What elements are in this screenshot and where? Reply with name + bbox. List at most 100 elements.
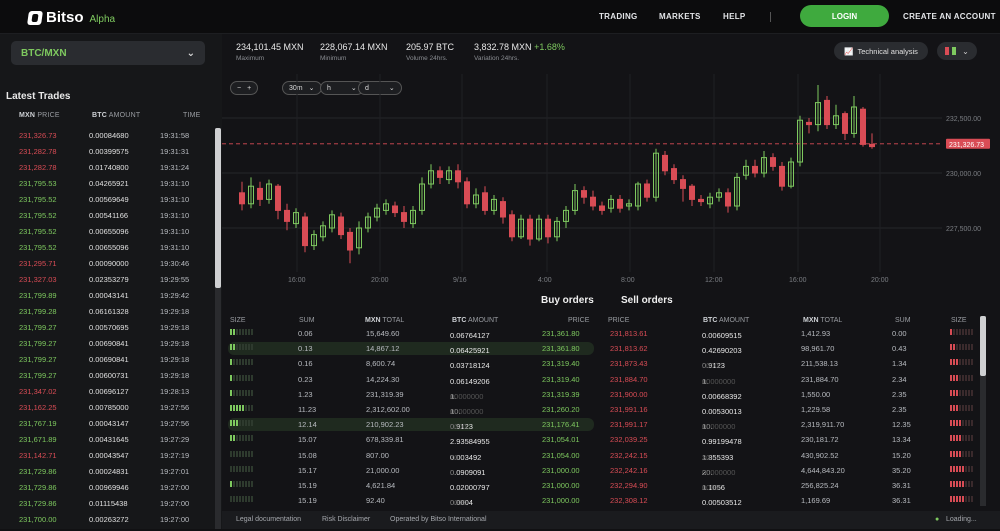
buy-size-bars xyxy=(230,496,253,503)
sell-sum: 13.34 xyxy=(892,435,911,445)
trade-time: 19:27:00 xyxy=(160,515,190,524)
x-tick-label: 9/16 xyxy=(453,277,467,284)
buy-size-bars xyxy=(230,481,253,487)
order-book-scroll-thumb[interactable] xyxy=(980,316,986,376)
buy-row-highlight xyxy=(228,357,594,370)
order-book-row[interactable]: 15.08 807.00 0.003492 70 231,054.00 232,2… xyxy=(228,449,976,462)
login-button[interactable]: LOGIN xyxy=(800,5,889,27)
trade-amount: 0.00043147 xyxy=(89,419,129,428)
order-book-row[interactable]: 15.19 92.40 0.0004 0000 231,000.00 232,30… xyxy=(228,494,976,507)
buy-row-highlight xyxy=(228,388,594,401)
candle-body xyxy=(653,152,659,198)
sell-price: 231,991.16 xyxy=(610,405,648,414)
nav-trading[interactable]: TRADING xyxy=(599,12,638,21)
candle-body xyxy=(797,119,803,163)
trade-time: 19:31:10 xyxy=(160,243,190,252)
nav-help[interactable]: HELP xyxy=(723,12,746,21)
order-book-row[interactable]: 12.14 210,902.23 0.9123 0000 231,176.41 2… xyxy=(228,418,976,432)
order-book-row[interactable]: 15.07 678,339.81 2.93584955 231,054.01 2… xyxy=(228,433,976,446)
trade-time: 19:27:56 xyxy=(160,403,190,412)
interval-select[interactable]: 30m ⌄ xyxy=(282,81,322,95)
sell-size-bars xyxy=(950,374,973,381)
candle-body xyxy=(554,220,560,238)
latest-trades-scroll-thumb[interactable] xyxy=(215,128,221,288)
technical-analysis-button[interactable]: 📈 Technical analysis xyxy=(834,42,928,60)
order-book-row[interactable]: 11.23 2,312,602.00 10. 00000000 231,260.2… xyxy=(228,403,976,416)
chart-icon: 📈 xyxy=(844,46,854,56)
buy-sum: 0.16 xyxy=(298,359,313,369)
bitso-logo[interactable]: Bitso Alpha xyxy=(27,9,116,26)
sell-size-bars xyxy=(950,465,973,472)
zoom-in-button[interactable]: + xyxy=(247,84,252,92)
create-account-link[interactable]: CREATE AN ACCOUNT xyxy=(903,12,996,21)
sell-total: 230,181.72 xyxy=(801,435,839,445)
buy-row-highlight xyxy=(228,449,594,462)
chevron-down-icon: ⌄ xyxy=(308,85,315,92)
order-book-scrollbar[interactable] xyxy=(980,316,986,506)
candle-body xyxy=(401,212,407,222)
buy-sum: 0.13 xyxy=(298,344,313,354)
candle-body xyxy=(374,207,380,218)
pair-selector[interactable]: BTC/MXN ⌄ xyxy=(11,41,205,65)
x-tick-label: 4:00 xyxy=(538,277,552,284)
trade-price: 231,326.73 xyxy=(19,131,57,140)
buy-price: 231,000.00 xyxy=(542,496,580,506)
stat-minimum: 228,067.14 MXN Minimum xyxy=(320,42,388,62)
sell-size-bars xyxy=(950,450,973,457)
brand-tag: Alpha xyxy=(89,13,116,25)
chevron-down-icon: ⌄ xyxy=(962,46,969,56)
last-price-tag xyxy=(946,138,990,149)
candle-body xyxy=(761,157,767,174)
buy-price: 231,319.40 xyxy=(542,359,580,369)
buy-total: 2,312,602.00 xyxy=(366,405,410,414)
hour-select[interactable]: h ⌄ xyxy=(320,81,364,95)
order-book-row[interactable]: 0.23 14,224.30 0.06149206 231,319.40 231… xyxy=(228,373,976,386)
nav-divider xyxy=(770,12,771,22)
chevron-down-icon: ⌄ xyxy=(350,85,357,92)
chevron-down-icon: ⌄ xyxy=(186,47,195,59)
buy-head-amount: BTC AMOUNT xyxy=(452,317,499,324)
trade-price: 231,295.71 xyxy=(19,259,57,268)
sell-head-size: SIZE xyxy=(951,317,967,324)
order-book-row[interactable]: 15.17 21,000.00 0.0909091 0 231,000.00 23… xyxy=(228,464,976,477)
order-book-row[interactable]: 15.19 4,621.84 0.02000797 231,000.00 232… xyxy=(228,479,976,492)
nav-markets[interactable]: MARKETS xyxy=(659,12,701,21)
candle-body xyxy=(239,192,245,205)
price-chart[interactable]: 232,500.00 230,000.00 227,500.00 16:00 20:00… xyxy=(222,74,1000,290)
latest-head-time: TIME xyxy=(183,112,201,119)
candle-body xyxy=(662,154,668,172)
order-book-row[interactable]: 1.23 231,319.39 1. 00000000 231,319.39 23… xyxy=(228,388,976,401)
trade-row: 231,795.52 0.00655096 19:31:10 xyxy=(0,243,214,259)
trade-row: 231,729.86 0.00969946 19:27:00 xyxy=(0,483,214,499)
order-book-row[interactable]: 0.06 15,649.60 0.06764127 231,361.80 231… xyxy=(228,327,976,340)
zoom-out-button[interactable]: − xyxy=(237,84,242,92)
candle-body xyxy=(545,218,551,238)
candle-body xyxy=(302,216,308,247)
candle-body xyxy=(626,203,632,207)
buy-sum: 15.07 xyxy=(298,435,317,445)
order-book-row[interactable]: 0.13 14,867.12 0.06425921 231,361.80 231… xyxy=(228,342,976,356)
sell-total: 98,961.70 xyxy=(801,344,835,354)
candle-body xyxy=(473,194,479,205)
legal-link[interactable]: Legal documentation xyxy=(236,516,301,523)
sell-size-bars xyxy=(950,389,973,396)
buy-head-total: MXN TOTAL xyxy=(365,317,405,324)
latest-trades-scrollbar[interactable] xyxy=(215,128,221,529)
order-book-row[interactable]: 0.16 8,600.74 0.03718124 231,319.40 231,… xyxy=(228,357,976,370)
loading-status: Loading... xyxy=(946,516,977,523)
risk-link[interactable]: Risk Disclaimer xyxy=(322,516,371,523)
candle-body xyxy=(869,143,875,148)
sell-total: 231,884.70 xyxy=(801,374,839,384)
trade-row: 231,671.89 0.00431645 19:27:29 xyxy=(0,435,214,451)
sell-total: 430,902.52 xyxy=(801,450,839,460)
buy-row-highlight xyxy=(228,373,594,386)
candle-style-selector[interactable]: ⌄ xyxy=(937,42,977,60)
candle-body xyxy=(392,205,398,214)
main-panel: 234,101.45 MXN Maximum 228,067.14 MXN Mini… xyxy=(222,34,1000,529)
candle-body xyxy=(743,165,749,176)
trade-row: 231,282.78 0.01740800 19:31:24 xyxy=(0,163,214,179)
trade-row: 231,295.71 0.00090000 19:30:46 xyxy=(0,259,214,275)
trade-price: 231,327.03 xyxy=(19,275,57,284)
buy-size-bars xyxy=(230,435,253,442)
latest-head-amount: BTC AMOUNT xyxy=(92,112,141,119)
